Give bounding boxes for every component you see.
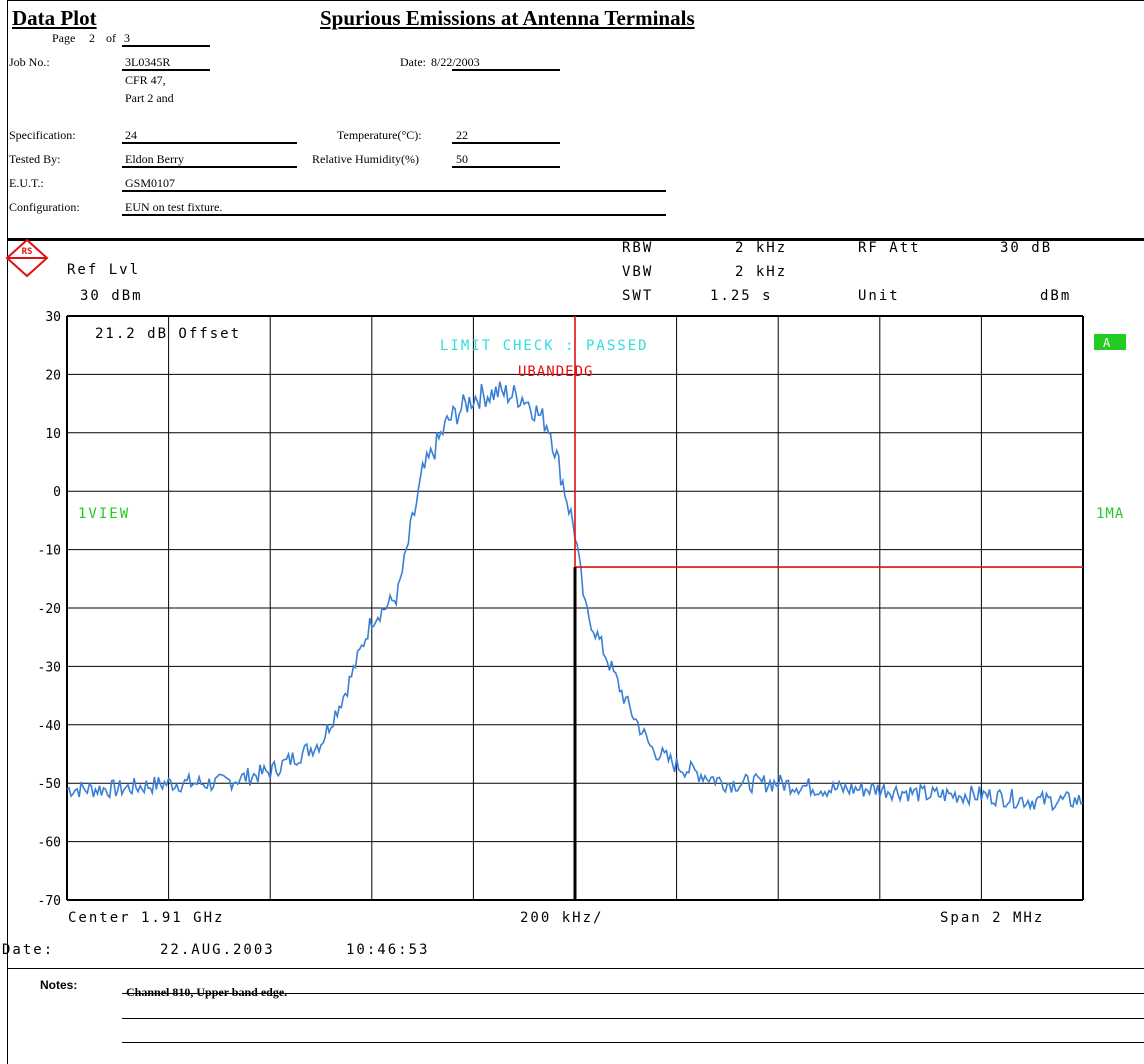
temperature-value: 22	[456, 128, 468, 142]
y-tick-label: -70	[38, 894, 61, 909]
eut-label: E.U.T.:	[9, 176, 44, 190]
y-tick-label: -10	[38, 544, 61, 559]
plot-date-label: Date:	[2, 942, 54, 958]
division-label: 200 kHz/	[520, 910, 603, 926]
limit-line-path	[574, 316, 1083, 568]
rbw-value: 2 kHz	[735, 240, 787, 256]
trace-label-right: 1MA	[1096, 506, 1124, 522]
rs-logo-text: RS	[22, 247, 33, 257]
notes-text: Channel 810, Upper band edge.	[126, 985, 288, 999]
humidity-value: 50	[456, 152, 468, 166]
page-title: Spurious Emissions at Antenna Terminals	[320, 6, 695, 30]
unit-value: dBm	[1040, 288, 1071, 304]
rf-att-label: RF Att	[858, 240, 921, 256]
page-total: 3	[124, 31, 130, 45]
y-tick-label: -40	[38, 719, 61, 734]
configuration-value: EUN on test fixture.	[125, 200, 223, 214]
limit-check-status: LIMIT CHECK : PASSED	[440, 338, 649, 354]
job-value: 3L0345R	[125, 55, 171, 69]
page-number: 2	[89, 31, 95, 45]
vbw-value: 2 kHz	[735, 264, 787, 280]
temperature-label: Temperature(°C):	[337, 128, 422, 142]
trace-label-left: 1VIEW	[78, 506, 130, 522]
date-label: Date:	[400, 55, 426, 69]
offset-annotation: 21.2 dB Offset	[95, 326, 241, 342]
y-tick-label: 10	[45, 427, 61, 442]
page-of-label: of	[106, 31, 116, 45]
job-label: Job No.:	[9, 55, 50, 69]
marker-box-label: A	[1103, 336, 1111, 350]
limit-line-name: UBANDEDG	[518, 364, 593, 380]
spectrum-plot: RS Ref Lvl 30 dBm RBW 2 kHz VBW 2 kHz SW…	[2, 238, 1126, 958]
y-tick-label: -60	[38, 836, 61, 851]
eut-value: GSM0107	[125, 176, 176, 190]
date-value: 8/22/2003	[431, 55, 480, 69]
swt-label: SWT	[622, 288, 653, 304]
y-tick-label: 0	[53, 485, 61, 500]
page-frame	[7, 0, 1144, 1064]
tested-by-value: Eldon Berry	[125, 152, 184, 166]
y-tick-label: -50	[38, 777, 61, 792]
header-separator	[7, 238, 1144, 241]
spec-label: Specification:	[9, 128, 76, 142]
spec-line-3: 24	[125, 128, 137, 142]
ref-level-value: 30 dBm	[80, 288, 143, 304]
plot-date-value: 22.AUG.2003	[160, 942, 275, 958]
page-label: Page	[52, 31, 76, 45]
marker-box	[1094, 334, 1126, 350]
configuration-label: Configuration:	[9, 200, 80, 214]
y-tick-label: -30	[38, 660, 61, 675]
y-tick-label: 20	[45, 368, 61, 383]
unit-label: Unit	[858, 288, 900, 304]
notes-box	[7, 968, 1144, 1064]
ref-level-label: Ref Lvl	[67, 262, 140, 278]
vbw-label: VBW	[622, 264, 653, 280]
span-label: Span 2 MHz	[940, 910, 1044, 926]
center-frequency-label: Center 1.91 GHz	[68, 910, 224, 926]
rf-att-value: 30 dB	[1000, 240, 1052, 256]
notes-label: Notes:	[40, 978, 78, 992]
spec-line-2: Part 2 and	[125, 91, 174, 105]
swt-value: 1.25 s	[710, 288, 773, 304]
y-tick-labels: 30 20 10 0 -10 -20 -30 -40 -50 -60 -70	[38, 310, 61, 909]
limit-line	[573, 316, 1083, 900]
y-tick-label: -20	[38, 602, 61, 617]
tested-by-label: Tested By:	[9, 152, 61, 166]
plot-time-value: 10:46:53	[346, 942, 429, 958]
humidity-label: Relative Humidity(%)	[312, 152, 419, 166]
spec-line-1: CFR 47,	[125, 73, 166, 87]
data-plot-title: Data Plot	[12, 6, 97, 30]
y-tick-label: 30	[45, 310, 61, 325]
rbw-label: RBW	[622, 240, 653, 256]
rs-logo-icon: RS	[5, 238, 49, 278]
